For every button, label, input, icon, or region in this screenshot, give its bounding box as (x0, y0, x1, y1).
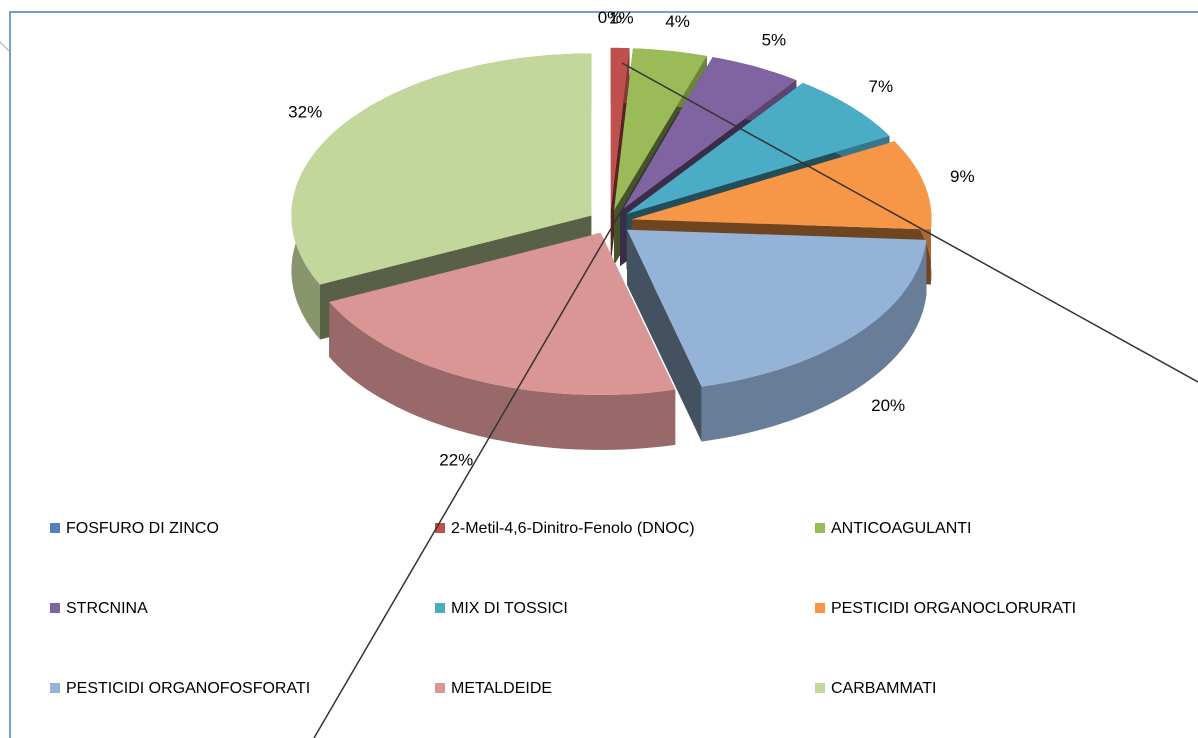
slice (626, 82, 890, 215)
slice (631, 141, 932, 230)
legend-swatch (435, 523, 445, 533)
legend-swatch (815, 603, 825, 613)
slice (620, 57, 797, 212)
legend: FOSFURO DI ZINCO 2-Metil-4,6-Dinitro-Feno… (50, 520, 1076, 697)
legend-swatch (50, 523, 60, 533)
legend-swatch (815, 523, 825, 533)
data-label: 32% (288, 103, 322, 122)
legend-swatch (435, 683, 445, 693)
slice-side (701, 239, 927, 442)
pie (291, 47, 932, 450)
data-label: 5% (762, 30, 787, 49)
data-label: 22% (439, 450, 473, 469)
legend-label: PESTICIDI ORGANOCLORURATI (831, 600, 1076, 617)
chart-border (9, 11, 1198, 738)
slice-wall (627, 229, 702, 442)
legend-label: STRCNINA (66, 600, 148, 617)
slice (329, 232, 676, 395)
legend-label: FOSFURO DI ZINCO (66, 520, 219, 537)
data-label: 1% (609, 8, 634, 27)
slice (610, 47, 630, 210)
legend-swatch (435, 603, 445, 613)
data-label: 9% (950, 167, 975, 186)
legend-swatch (815, 683, 825, 693)
data-labels: 0%1% 4% 5% 7% 9% 20% 22% 32% (288, 8, 974, 469)
slice (614, 48, 707, 211)
legend-label: MIX DI TOSSICI (451, 600, 568, 617)
legend-label: ANTICOAGULANTI (831, 520, 971, 537)
overlay-line (313, 111, 680, 738)
overlay-line (621, 62, 1198, 383)
frame-edge (0, 41, 11, 53)
data-label: 20% (871, 396, 905, 415)
slice (291, 53, 592, 285)
legend-swatch (50, 603, 60, 613)
data-label: 4% (665, 12, 690, 31)
data-label: 0% (598, 8, 623, 27)
legend-label: CARBAMMATI (831, 680, 936, 697)
data-label: 7% (869, 77, 894, 96)
legend-label: 2-Metil-4,6-Dinitro-Fenolo (DNOC) (451, 520, 695, 537)
slice-side (329, 301, 676, 450)
legend-label: PESTICIDI ORGANOFOSFORATI (66, 680, 310, 697)
legend-label: METALDEIDE (451, 680, 552, 697)
slice (627, 229, 927, 387)
legend-swatch (50, 683, 60, 693)
